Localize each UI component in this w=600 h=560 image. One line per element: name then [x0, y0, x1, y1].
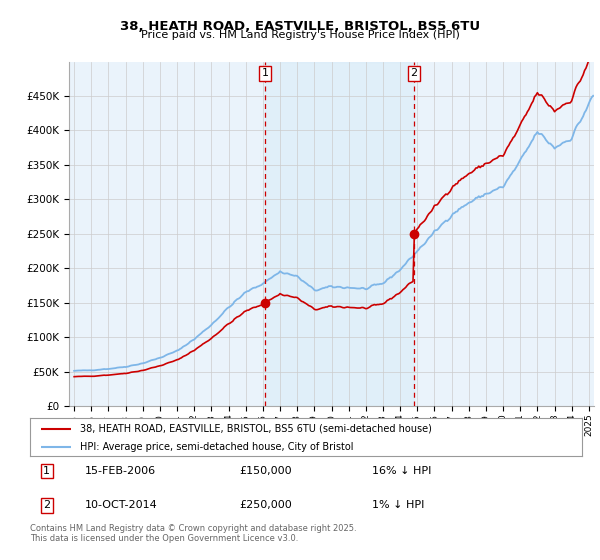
Text: 38, HEATH ROAD, EASTVILLE, BRISTOL, BS5 6TU (semi-detached house): 38, HEATH ROAD, EASTVILLE, BRISTOL, BS5 … — [80, 423, 431, 433]
Bar — [265, 62, 413, 406]
Text: 1% ↓ HPI: 1% ↓ HPI — [372, 500, 425, 510]
Text: £250,000: £250,000 — [240, 500, 293, 510]
Text: 38, HEATH ROAD, EASTVILLE, BRISTOL, BS5 6TU: 38, HEATH ROAD, EASTVILLE, BRISTOL, BS5 … — [120, 20, 480, 32]
Text: 15-FEB-2006: 15-FEB-2006 — [85, 466, 157, 476]
Text: Contains HM Land Registry data © Crown copyright and database right 2025.
This d: Contains HM Land Registry data © Crown c… — [30, 524, 356, 543]
Text: 1: 1 — [43, 466, 50, 476]
Text: HPI: Average price, semi-detached house, City of Bristol: HPI: Average price, semi-detached house,… — [80, 442, 353, 452]
Text: 16% ↓ HPI: 16% ↓ HPI — [372, 466, 431, 476]
Text: £150,000: £150,000 — [240, 466, 292, 476]
Text: 10-OCT-2014: 10-OCT-2014 — [85, 500, 158, 510]
Text: 1: 1 — [262, 68, 268, 78]
Text: 2: 2 — [410, 68, 417, 78]
Text: Price paid vs. HM Land Registry's House Price Index (HPI): Price paid vs. HM Land Registry's House … — [140, 30, 460, 40]
Text: 2: 2 — [43, 500, 50, 510]
